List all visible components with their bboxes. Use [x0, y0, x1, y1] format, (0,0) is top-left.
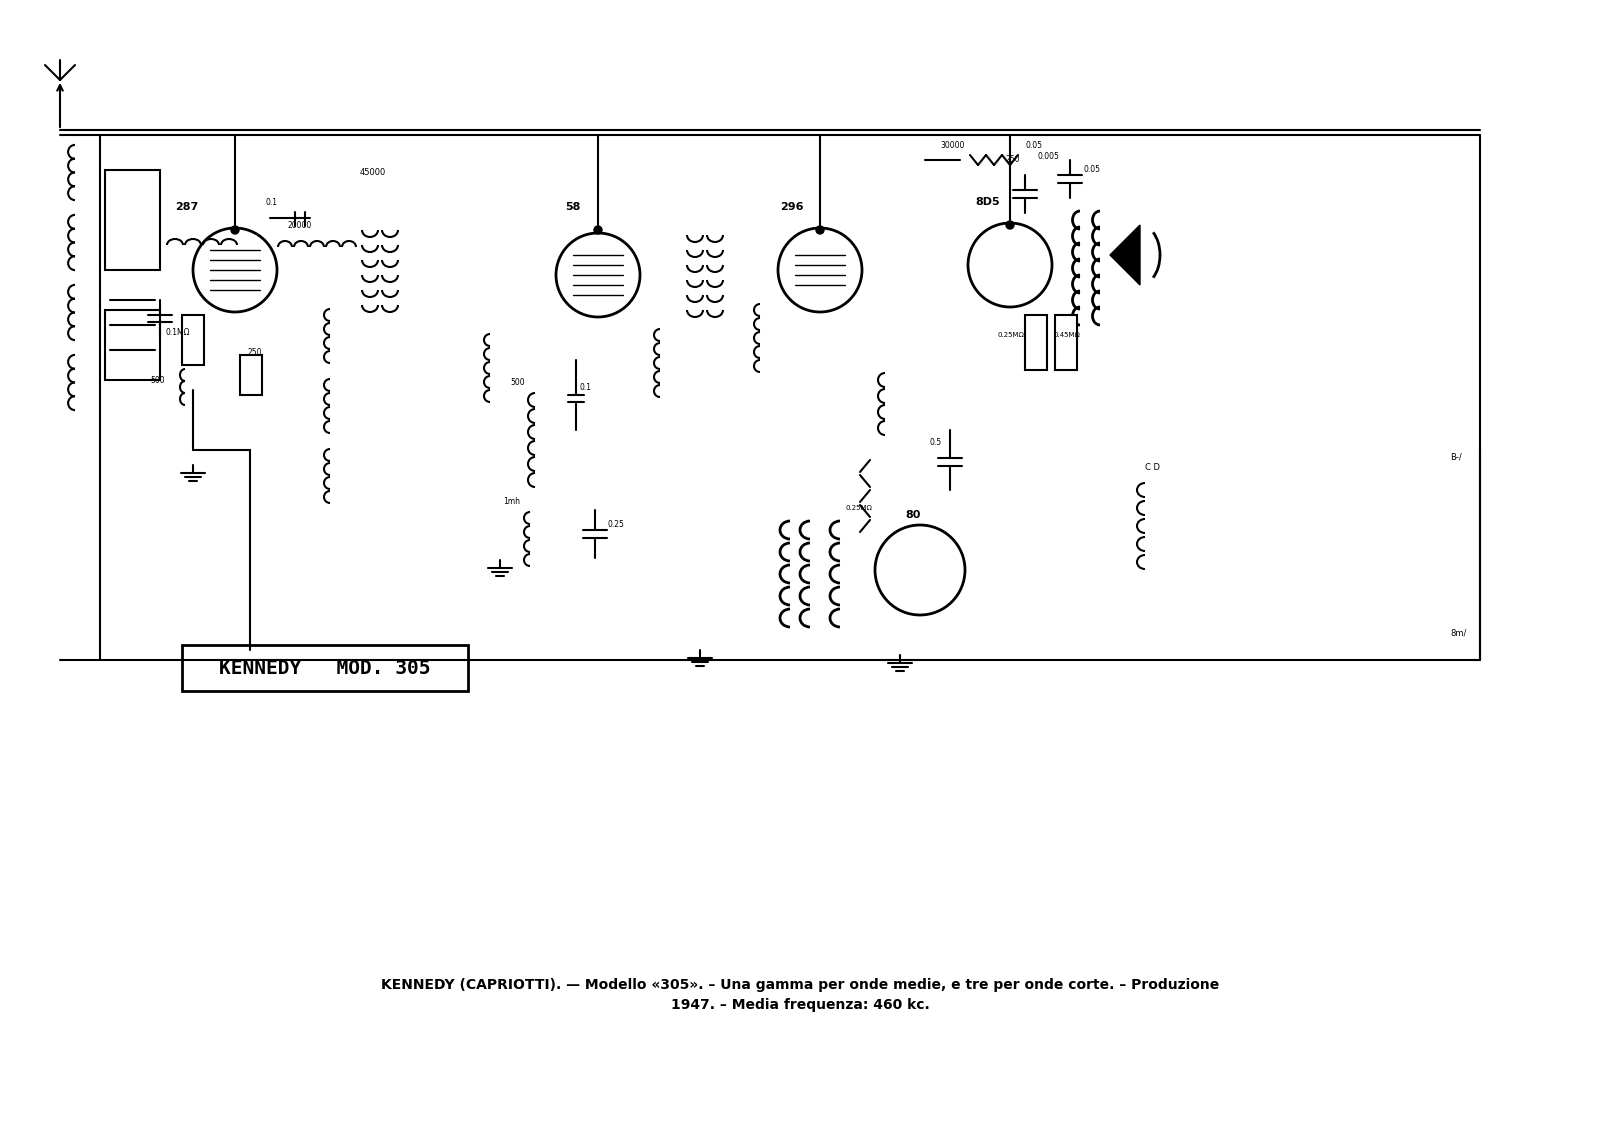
Text: 500: 500	[510, 378, 525, 387]
Text: B-/: B-/	[1450, 454, 1462, 461]
Text: KENNEDY   MOD. 305: KENNEDY MOD. 305	[219, 658, 430, 677]
Text: 8D5: 8D5	[974, 197, 1000, 207]
Bar	[182, 316, 205, 365]
Text: 0.25: 0.25	[606, 520, 624, 529]
Text: 1947. – Media frequenza: 460 kc.: 1947. – Media frequenza: 460 kc.	[670, 998, 930, 1012]
Text: 8m/: 8m/	[1450, 628, 1466, 637]
Circle shape	[230, 226, 238, 234]
Text: 0.1: 0.1	[579, 383, 592, 392]
Polygon shape	[1110, 225, 1139, 285]
Text: 1mh: 1mh	[502, 497, 520, 506]
Text: C D: C D	[1146, 463, 1160, 472]
Text: 0.5: 0.5	[930, 438, 942, 447]
Text: 250: 250	[1005, 155, 1019, 164]
Text: 0.1MΩ: 0.1MΩ	[165, 328, 189, 337]
Text: 30000: 30000	[941, 141, 965, 150]
Text: 20000: 20000	[288, 221, 312, 230]
Text: 287: 287	[174, 202, 198, 211]
Text: 250: 250	[248, 348, 262, 357]
Text: KENNEDY (CAPRIOTTI). — Modello «305». – Una gamma per onde medie, e tre per onde: KENNEDY (CAPRIOTTI). — Modello «305». – …	[381, 978, 1219, 992]
Bar	[240, 355, 262, 395]
Text: 0.05: 0.05	[1085, 165, 1101, 174]
Text: 80: 80	[906, 510, 920, 520]
Bar	[1054, 316, 1077, 370]
Text: 500: 500	[150, 375, 165, 385]
Text: 45000: 45000	[360, 169, 386, 176]
Text: 0.45MΩ: 0.45MΩ	[1053, 333, 1080, 338]
Text: 0.1: 0.1	[266, 198, 277, 207]
Bar	[106, 310, 160, 380]
Bar	[106, 170, 160, 270]
Text: 0.05: 0.05	[1026, 141, 1042, 150]
Text: 296: 296	[781, 202, 803, 211]
Circle shape	[1006, 221, 1014, 228]
Text: 0.25MΩ: 0.25MΩ	[845, 506, 872, 511]
FancyBboxPatch shape	[182, 645, 467, 691]
Text: 58: 58	[565, 202, 581, 211]
Bar	[1026, 316, 1046, 370]
Circle shape	[594, 226, 602, 234]
Text: 0.25MΩ: 0.25MΩ	[998, 333, 1026, 338]
Text: 0.005: 0.005	[1038, 152, 1059, 161]
Circle shape	[816, 226, 824, 234]
